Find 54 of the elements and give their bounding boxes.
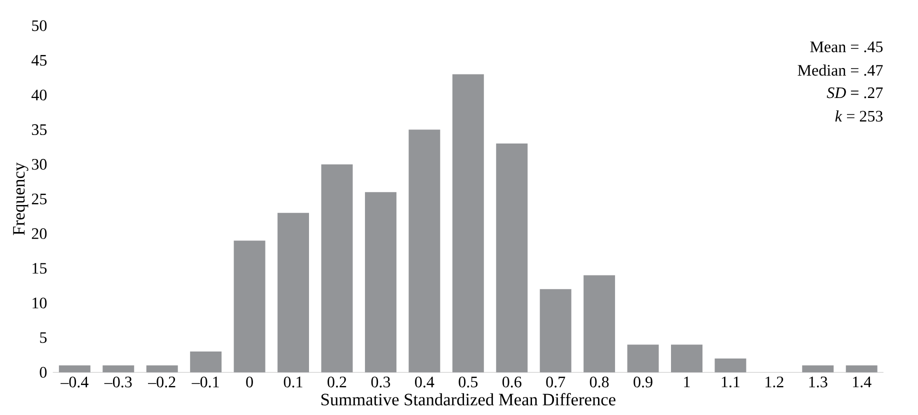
x-axis-title: Summative Standardized Mean Difference <box>321 393 616 406</box>
y-tick-label: 0 <box>40 366 47 378</box>
y-tick-label: 5 <box>40 332 47 343</box>
y-axis-title: Frequency <box>13 162 28 236</box>
bar <box>146 365 178 372</box>
y-tick-label: 30 <box>32 158 47 170</box>
bar <box>496 144 528 372</box>
x-tick-label: 0.9 <box>634 376 652 388</box>
y-tick-label: 20 <box>32 228 47 240</box>
bar <box>364 192 396 372</box>
x-tick-label: 1 <box>684 376 690 388</box>
x-tick-label: –0.3 <box>104 376 132 388</box>
x-tick-label: 0.1 <box>284 376 302 388</box>
annotation: Mean = .45 <box>810 42 883 52</box>
x-tick-label: –0.4 <box>60 376 88 388</box>
bar <box>408 130 440 372</box>
x-tick-label: 0.7 <box>546 376 566 388</box>
x-tick-label: 0 <box>246 376 253 388</box>
bar <box>846 365 878 372</box>
annotation: SD = .27 <box>826 87 883 98</box>
bar <box>671 344 702 372</box>
bar <box>190 352 222 372</box>
bar <box>802 365 834 372</box>
annotation: k = 253 <box>835 110 883 122</box>
x-tick-label: 0.6 <box>502 376 522 388</box>
y-tick-label: 40 <box>32 90 47 100</box>
x-tick-label: 0.2 <box>328 376 346 388</box>
bar <box>584 275 616 372</box>
bar <box>540 289 572 372</box>
x-tick-label: 0.5 <box>458 376 478 388</box>
bar <box>627 344 659 372</box>
x-tick-label: 1.1 <box>722 376 740 388</box>
bar <box>58 365 90 372</box>
y-tick-label: 25 <box>32 194 47 204</box>
x-tick-label: –0.1 <box>192 376 219 388</box>
bar <box>714 358 746 372</box>
x-tick-label: 1.3 <box>809 376 828 388</box>
y-tick-label: 50 <box>32 20 47 32</box>
x-tick-label: 1.4 <box>853 376 872 388</box>
y-tick-label: 45 <box>32 54 47 66</box>
bar <box>102 365 134 372</box>
x-tick-label: 0.4 <box>415 376 434 388</box>
x-tick-label: 0.8 <box>590 376 609 388</box>
x-tick-label: –0.2 <box>148 376 176 388</box>
bar <box>452 74 484 372</box>
annotation: Median = .47 <box>798 64 883 76</box>
y-tick-label: 15 <box>32 262 47 274</box>
y-tick-label: 10 <box>32 298 47 308</box>
bar <box>321 164 353 372</box>
bar <box>278 212 310 372</box>
x-tick-label: 0.3 <box>371 376 390 388</box>
x-tick-label: 1.2 <box>766 376 784 388</box>
bar <box>234 240 266 372</box>
y-tick-label: 35 <box>32 124 47 136</box>
